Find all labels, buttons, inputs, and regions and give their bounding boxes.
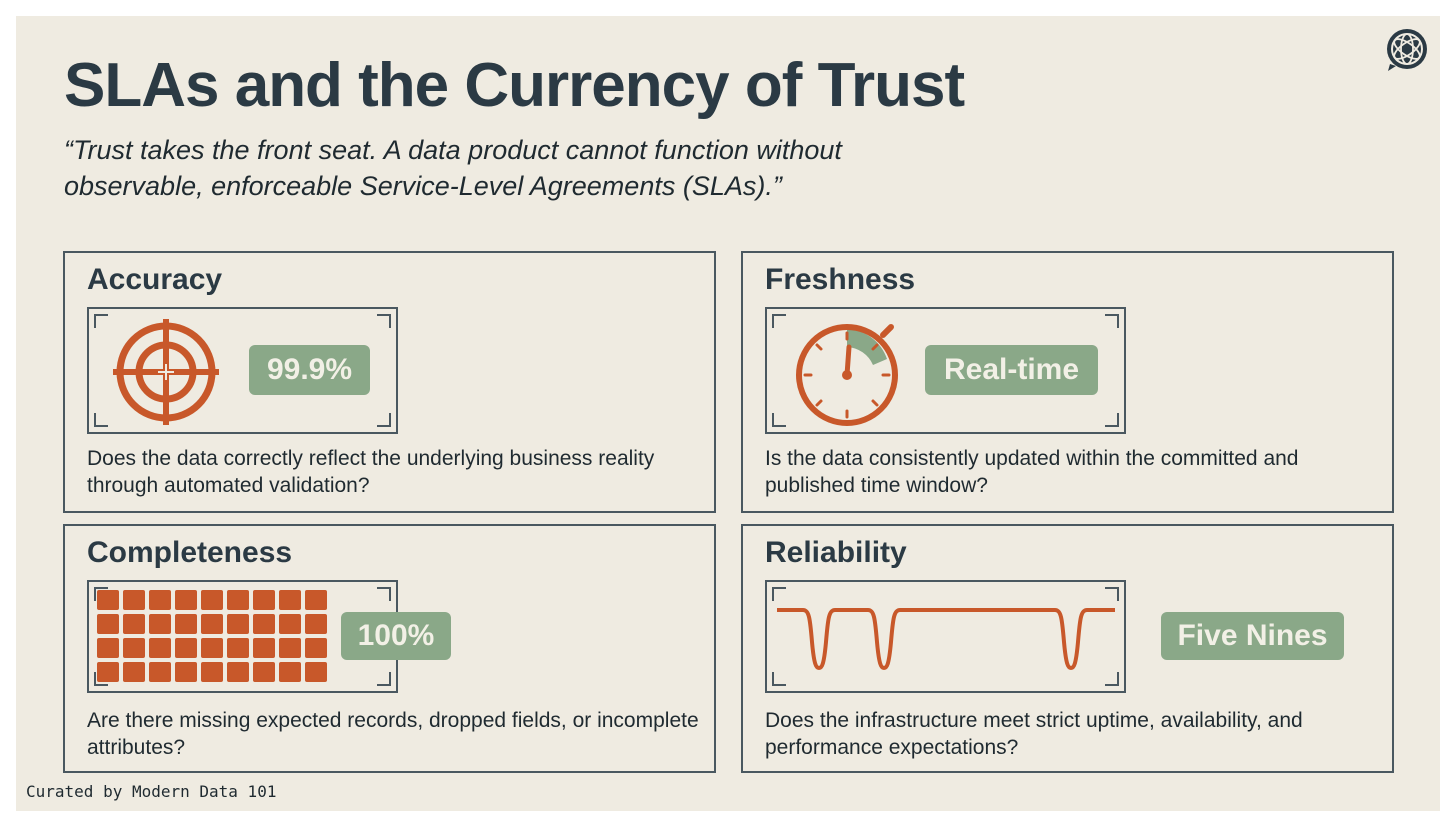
stopwatch-icon <box>791 317 903 429</box>
footer-credit: Curated by Modern Data 101 <box>26 782 277 801</box>
grid-cell <box>123 614 145 634</box>
grid-cell <box>227 614 249 634</box>
grid-cell <box>227 638 249 658</box>
filled-grid-icon <box>97 590 329 685</box>
completeness-description: Are there missing expected records, drop… <box>87 709 699 759</box>
accuracy-description: Does the data correctly reflect the unde… <box>87 447 655 497</box>
reliability-visual-frame <box>765 580 1126 693</box>
completeness-badge: 100% <box>341 612 451 660</box>
grid-cell <box>227 662 249 682</box>
completeness-card: Completeness 100% Are there missing expe… <box>63 524 716 773</box>
grid-cell <box>305 590 327 610</box>
grid-cell <box>123 662 145 682</box>
freshness-visual-frame <box>765 307 1126 434</box>
freshness-card: Freshness <box>741 251 1394 513</box>
globe-chat-bubble-icon <box>1384 28 1428 72</box>
quote-text: “Trust takes the front seat. A data prod… <box>64 135 842 201</box>
grid-cell <box>305 638 327 658</box>
grid-cell <box>175 662 197 682</box>
grid-cell <box>253 662 275 682</box>
grid-cell <box>253 590 275 610</box>
freshness-badge: Real-time <box>925 345 1098 395</box>
grid-cell <box>97 662 119 682</box>
accuracy-badge: 99.9% <box>249 345 370 395</box>
grid-cell <box>253 638 275 658</box>
grid-cell <box>201 590 223 610</box>
grid-cell <box>97 638 119 658</box>
freshness-description: Is the data consistently updated within … <box>765 447 1299 497</box>
reliability-title: Reliability <box>765 536 907 569</box>
accuracy-card: Accuracy 99.9% Does the data correctly r… <box>63 251 716 513</box>
grid-cell <box>201 662 223 682</box>
reliability-card: Reliability Five Nines Does the infrastr… <box>741 524 1394 773</box>
target-crosshair-icon <box>111 317 221 427</box>
grid-cell <box>175 638 197 658</box>
grid-cell <box>253 614 275 634</box>
reliability-description: Does the infrastructure meet strict upti… <box>765 709 1303 759</box>
grid-cell <box>201 614 223 634</box>
grid-cell <box>123 590 145 610</box>
uptime-line-icon <box>775 592 1117 682</box>
grid-cell <box>305 662 327 682</box>
grid-cell <box>201 638 223 658</box>
grid-cell <box>149 614 171 634</box>
grid-cell <box>149 638 171 658</box>
freshness-title: Freshness <box>765 263 916 296</box>
grid-cell <box>175 614 197 634</box>
grid-cell <box>149 590 171 610</box>
slide: SLAs and the Currency of Trust “Trust ta… <box>16 16 1440 811</box>
grid-cell <box>175 590 197 610</box>
accuracy-title: Accuracy <box>87 263 223 296</box>
completeness-title: Completeness <box>87 536 293 569</box>
grid-cell <box>279 638 301 658</box>
grid-cell <box>149 662 171 682</box>
grid-cell <box>227 590 249 610</box>
grid-cell <box>97 614 119 634</box>
grid-cell <box>279 614 301 634</box>
grid-cell <box>97 590 119 610</box>
page-title: SLAs and the Currency of Trust <box>64 51 965 120</box>
reliability-badge: Five Nines <box>1161 612 1344 660</box>
grid-cell <box>123 638 145 658</box>
grid-cell <box>279 662 301 682</box>
completeness-visual-frame <box>87 580 398 693</box>
accuracy-visual-frame <box>87 307 398 434</box>
grid-cell <box>305 614 327 634</box>
grid-cell <box>279 590 301 610</box>
